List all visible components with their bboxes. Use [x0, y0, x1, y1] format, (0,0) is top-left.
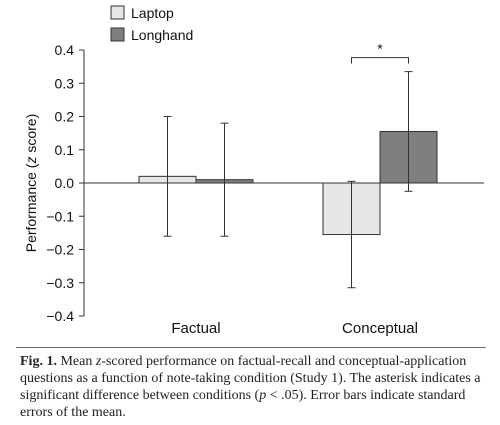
figure-caption: Fig. 1. Mean z-scored performance on fac…	[20, 353, 482, 421]
x-category-label: Factual	[171, 320, 220, 337]
caption-z: z	[95, 354, 102, 369]
caption-rule	[16, 347, 486, 348]
legend-label-longhand: Longhand	[131, 27, 193, 43]
caption-text-c: < .05). Error bars indicate standard err…	[20, 388, 466, 420]
y-tick-label: 0.3	[55, 75, 75, 91]
x-category-label: Conceptual	[342, 320, 418, 337]
caption-text-a: Mean	[56, 354, 96, 369]
chart-axes: 0.4 0.3 0.2 0.1 0.0 −0.1 −0.2 −0.3 −0.4 Performan…	[23, 42, 484, 337]
figure-label: Fig. 1.	[20, 354, 57, 369]
legend-swatch-laptop	[110, 5, 125, 20]
legend-label-laptop: Laptop	[131, 5, 174, 21]
significance-bracket	[351, 57, 409, 64]
y-tick-label: −0.4	[46, 308, 74, 324]
y-tick-label: 0.4	[55, 42, 75, 58]
y-tick-label: −0.1	[46, 208, 74, 224]
caption-text-b: -scored performance on factual-recall an…	[20, 354, 481, 403]
bar-chart: 0.4 0.3 0.2 0.1 0.0 −0.1 −0.2 −0.3 −0.4 Performan…	[23, 5, 484, 337]
legend-swatch-longhand	[110, 27, 125, 42]
chart-bars: *	[138, 41, 438, 289]
significance-asterisk: *	[377, 41, 383, 57]
chart-legend: Laptop Longhand	[110, 5, 193, 43]
y-tick-label: 0.0	[55, 175, 75, 191]
y-tick-label: −0.3	[46, 275, 74, 291]
caption-p: p	[259, 388, 267, 403]
y-tick-label: 0.1	[55, 142, 75, 158]
y-tick-label: 0.2	[55, 109, 75, 125]
y-tick-label: −0.2	[46, 242, 74, 258]
y-axis-label: Performance (z score)	[23, 114, 39, 253]
